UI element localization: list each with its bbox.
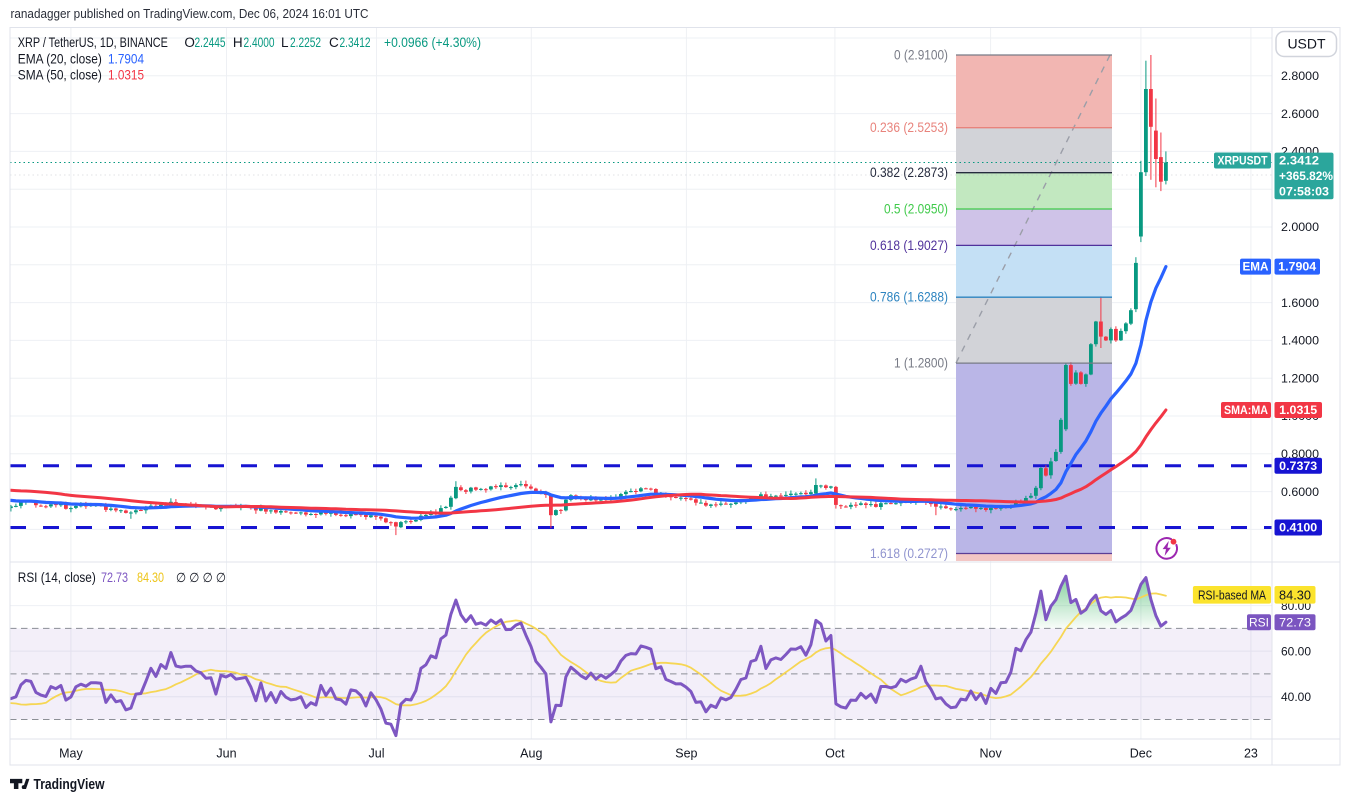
svg-text:0 (2.9100): 0 (2.9100) [894, 48, 948, 63]
svg-text:0.4100: 0.4100 [1279, 523, 1317, 535]
svg-text:60.00: 60.00 [1281, 644, 1311, 658]
svg-text:RSI (14, close): RSI (14, close) [18, 569, 96, 585]
svg-text:XRP / TetherUS, 1D, BINANCE: XRP / TetherUS, 1D, BINANCE [18, 34, 168, 50]
svg-text:0.786 (1.6288): 0.786 (1.6288) [870, 290, 948, 305]
svg-text:+0.0966 (+4.30%): +0.0966 (+4.30%) [384, 35, 481, 50]
svg-text:1.0315: 1.0315 [108, 67, 144, 83]
svg-text:84.30: 84.30 [1279, 588, 1311, 602]
svg-text:2.2252: 2.2252 [290, 35, 321, 50]
svg-text:1.2000: 1.2000 [1281, 371, 1319, 385]
svg-text:∅ ∅ ∅ ∅: ∅ ∅ ∅ ∅ [176, 570, 226, 585]
svg-text:0.8000: 0.8000 [1281, 447, 1319, 461]
svg-text:2.8000: 2.8000 [1281, 69, 1319, 83]
svg-text:RSI-based MA: RSI-based MA [1198, 588, 1267, 602]
svg-text:72.73: 72.73 [101, 569, 128, 585]
svg-text:L: L [281, 35, 289, 50]
svg-text:Oct: Oct [825, 747, 845, 761]
svg-text:O: O [184, 35, 195, 50]
svg-text:Sep: Sep [675, 747, 697, 761]
svg-text:RSI: RSI [1249, 616, 1269, 630]
svg-text:1.6000: 1.6000 [1281, 296, 1319, 310]
svg-text:Aug: Aug [520, 747, 542, 761]
svg-text:0.7373: 0.7373 [1279, 461, 1317, 473]
svg-text:0.236 (2.5253): 0.236 (2.5253) [870, 120, 948, 135]
svg-text:EMA: EMA [1243, 262, 1269, 274]
svg-text:0.618 (1.9027): 0.618 (1.9027) [870, 238, 948, 253]
svg-text:1.618 (0.2727): 1.618 (0.2727) [870, 546, 948, 561]
svg-text:1.7904: 1.7904 [108, 50, 144, 66]
svg-text:EMA (20, close): EMA (20, close) [18, 50, 102, 66]
svg-text:0.382 (2.2873): 0.382 (2.2873) [870, 165, 948, 180]
svg-text:XRPUSDT: XRPUSDT [1218, 156, 1268, 168]
svg-text:23: 23 [1244, 747, 1258, 761]
svg-text:ranadagger published on Tradin: ranadagger published on TradingView.com,… [11, 6, 369, 21]
svg-text:1.0315: 1.0315 [1279, 405, 1318, 417]
svg-text:Jun: Jun [216, 747, 236, 761]
svg-text:2.6000: 2.6000 [1281, 107, 1319, 121]
svg-text:May: May [59, 747, 83, 761]
svg-text:84.30: 84.30 [137, 569, 164, 585]
svg-text:Dec: Dec [1130, 747, 1152, 761]
svg-text:0.5 (2.0950): 0.5 (2.0950) [884, 202, 948, 217]
svg-text:1 (1.2800): 1 (1.2800) [894, 356, 948, 371]
svg-text:H: H [233, 35, 243, 50]
svg-text:1.4000: 1.4000 [1281, 334, 1319, 348]
svg-text:40.00: 40.00 [1281, 690, 1311, 704]
svg-text:2.3412: 2.3412 [340, 35, 371, 50]
svg-text:C: C [329, 35, 339, 50]
svg-text:SMA (50, close): SMA (50, close) [18, 67, 102, 83]
svg-text:TradingView: TradingView [34, 776, 105, 793]
svg-text:2.4000: 2.4000 [244, 35, 275, 50]
svg-text:1.7904: 1.7904 [1278, 262, 1317, 274]
svg-text:+365.82%: +365.82% [1279, 171, 1333, 183]
svg-text:72.73: 72.73 [1279, 616, 1311, 630]
svg-text:2.2445: 2.2445 [195, 35, 226, 50]
svg-text:2.0000: 2.0000 [1281, 220, 1319, 234]
svg-text:SMA:MA: SMA:MA [1224, 405, 1268, 417]
svg-text:Jul: Jul [369, 747, 385, 761]
svg-text:07:58:03: 07:58:03 [1279, 187, 1329, 199]
svg-text:USDT: USDT [1287, 36, 1326, 52]
svg-text:Nov: Nov [979, 747, 1002, 761]
svg-text:2.3412: 2.3412 [1279, 156, 1319, 168]
svg-text:0.6000: 0.6000 [1281, 485, 1319, 499]
